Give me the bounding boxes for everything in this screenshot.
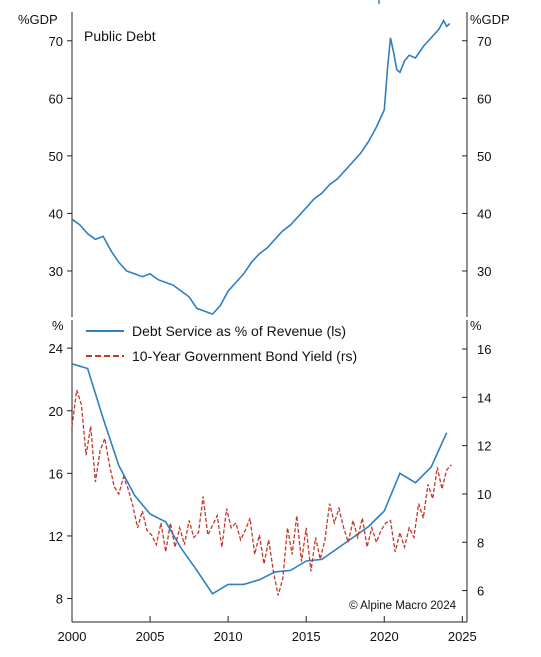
top-panel-title: Public Debt xyxy=(84,28,156,44)
public-debt-line xyxy=(71,18,451,316)
source-note: © Alpine Macro 2024 xyxy=(349,600,457,612)
legend-label-bond-yield: 10-Year Government Bond Yield (rs) xyxy=(132,348,357,364)
bottom-right-y-tick-label: 10 xyxy=(477,487,491,502)
top-left-y-tick-label: 40 xyxy=(49,206,63,221)
bottom-left-y-tick-label: 8 xyxy=(56,592,63,607)
top-left-y-tick-label: 30 xyxy=(49,264,63,279)
top-right-unit-label: %GDP xyxy=(470,12,510,27)
bottom-right-unit-label: % xyxy=(470,318,482,333)
bond-yield-line xyxy=(71,389,452,596)
bottom-left-y-tick-label: 12 xyxy=(49,529,63,544)
x-tick-label: 2005 xyxy=(136,629,165,644)
top-right-y-ticks: 30 40 50 60 70 xyxy=(462,34,491,279)
legend: Debt Service as % of Revenue (ls) 10-Yea… xyxy=(86,323,357,364)
x-tick-label: 2015 xyxy=(292,629,321,644)
bottom-right-y-tick-label: 12 xyxy=(477,439,491,454)
debt-service-line xyxy=(71,363,448,595)
bottom-right-y-tick-label: 16 xyxy=(477,342,491,357)
top-right-y-tick-label: 50 xyxy=(477,149,491,164)
x-axis-ticks: 2000 2005 2010 2015 2020 2025 xyxy=(58,616,477,644)
bottom-left-y-tick-label: 16 xyxy=(49,466,63,481)
bottom-right-y-ticks: 6 8 10 12 14 16 xyxy=(462,342,491,599)
x-tick-label: 2025 xyxy=(448,629,477,644)
x-tick-label: 2010 xyxy=(214,629,243,644)
top-panel: %GDP %GDP Public Debt 30 40 50 60 70 30 40 50 6… xyxy=(18,0,510,317)
bottom-left-unit-label: % xyxy=(52,318,64,333)
top-left-y-ticks: 30 40 50 60 70 xyxy=(49,34,72,279)
bottom-panel: % % 8 12 16 20 24 6 8 10 12 14 16 2000 2005 2010 201… xyxy=(49,318,492,644)
bottom-right-y-tick-label: 8 xyxy=(477,535,484,550)
legend-label-debt-service: Debt Service as % of Revenue (ls) xyxy=(132,323,346,339)
bottom-left-y-tick-label: 24 xyxy=(49,341,63,356)
top-right-y-tick-label: 70 xyxy=(477,34,491,49)
top-left-y-tick-label: 50 xyxy=(49,149,63,164)
top-left-y-tick-label: 70 xyxy=(49,34,63,49)
bottom-right-y-tick-label: 14 xyxy=(477,390,491,405)
top-right-y-tick-label: 40 xyxy=(477,206,491,221)
top-left-unit-label: %GDP xyxy=(18,12,58,27)
top-right-y-tick-label: 60 xyxy=(477,91,491,106)
top-left-y-tick-label: 60 xyxy=(49,91,63,106)
top-right-y-tick-label: 30 xyxy=(477,264,491,279)
bottom-right-y-tick-label: 6 xyxy=(477,584,484,599)
bottom-left-y-tick-label: 20 xyxy=(49,404,63,419)
x-tick-label: 2020 xyxy=(370,629,399,644)
x-tick-label: 2000 xyxy=(58,629,87,644)
bottom-left-y-ticks: 8 12 16 20 24 xyxy=(49,341,72,607)
